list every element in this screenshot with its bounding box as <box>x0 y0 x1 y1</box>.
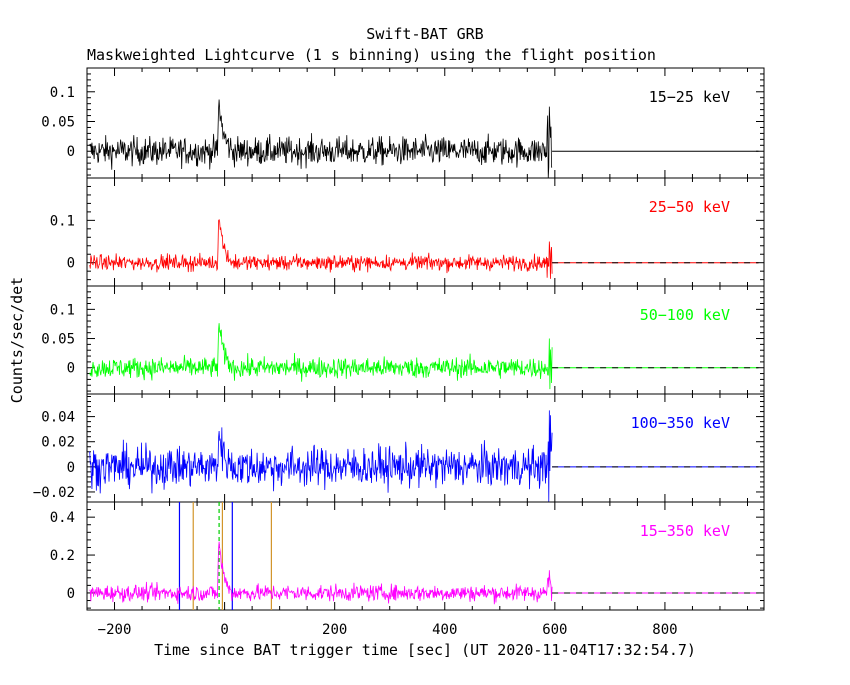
panel-frame <box>86 393 765 503</box>
band-label: 50−100 keV <box>640 306 730 324</box>
panel-1: 0 0.05 0.1 15−25 keV <box>41 67 765 179</box>
band-label: 15−25 keV <box>649 88 730 106</box>
y-tick-label: −0.02 <box>33 485 75 501</box>
panel-5: 0 0.2 0.4 15−350 keV −200 0 200 400 600 800 <box>50 501 765 638</box>
chart-subtitle: Maskweighted Lightcurve (1 s binning) us… <box>87 46 656 64</box>
y-tick-label: 0 <box>67 460 75 476</box>
x-tick-label: 800 <box>652 622 677 638</box>
lightcurve-series <box>89 410 553 503</box>
panel-frame <box>86 285 765 395</box>
x-tick-label: 400 <box>432 622 457 638</box>
lightcurve-series <box>89 99 553 179</box>
y-tick-label: 0.05 <box>41 332 75 348</box>
x-tick-label: 200 <box>322 622 347 638</box>
x-tick-label: −200 <box>98 622 132 638</box>
lightcurve-series <box>89 218 553 279</box>
x-tick-label: 600 <box>542 622 567 638</box>
panel-4: −0.02 0 0.02 0.04 100−350 keV <box>33 393 765 503</box>
panel-frame <box>86 501 765 611</box>
y-tick-label: 0.05 <box>41 115 75 131</box>
y-tick-label: 0 <box>67 361 75 377</box>
y-tick-label: 0.02 <box>41 435 75 451</box>
x-axis-label: Time since BAT trigger time [sec] (UT 20… <box>154 641 696 659</box>
y-tick-label: 0.1 <box>50 213 75 229</box>
band-label: 100−350 keV <box>631 414 730 432</box>
band-label: 25−50 keV <box>649 198 730 216</box>
lightcurve-series <box>89 541 553 605</box>
panel-3: 0 0.05 0.1 50−100 keV <box>41 285 765 395</box>
band-label: 15−350 keV <box>640 522 730 540</box>
x-tick-label: 0 <box>220 622 228 638</box>
y-tick-label: 0.04 <box>41 410 75 426</box>
y-tick-label: 0.1 <box>50 302 75 318</box>
y-tick-label: 0 <box>67 586 75 602</box>
lightcurve-series <box>89 323 553 390</box>
y-tick-label: 0.4 <box>50 510 75 526</box>
y-tick-label: 0 <box>67 144 75 160</box>
y-tick-label: 0 <box>67 256 75 272</box>
panels-group: 0 0.05 0.1 15−25 keV 0 0.1 25−50 keV 0 0.05 0.1 50… <box>33 67 765 638</box>
y-tick-label: 0.2 <box>50 548 75 564</box>
chart-title: Swift-BAT GRB <box>366 25 483 43</box>
y-tick-label: 0.1 <box>50 85 75 101</box>
panel-2: 0 0.1 25−50 keV <box>50 177 765 287</box>
y-axis-label: Counts/sec/det <box>8 277 26 403</box>
